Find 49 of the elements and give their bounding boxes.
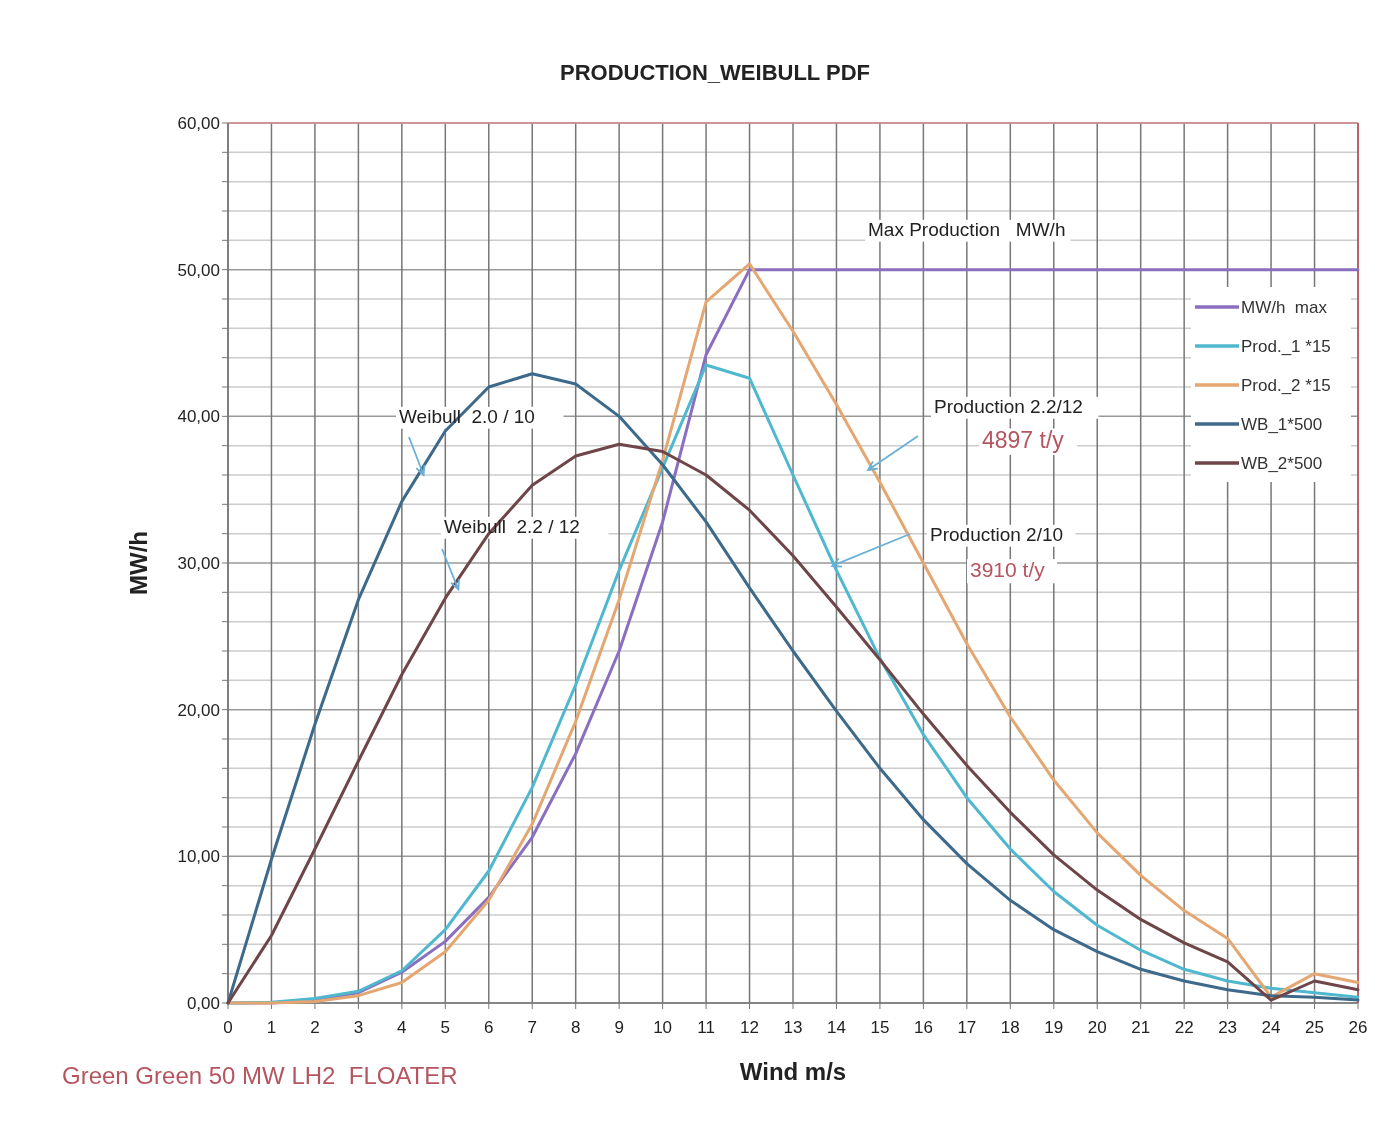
x-tick-label: 26	[1348, 1018, 1368, 1037]
x-tick-label: 20	[1087, 1018, 1107, 1037]
x-tick-label: 9	[614, 1018, 624, 1037]
x-axis-title: Wind m/s	[739, 1058, 847, 1085]
x-tick-label: 13	[783, 1018, 803, 1037]
legend-label: WB_2*500	[1241, 453, 1323, 473]
annotation: 4897 t/y	[982, 427, 1065, 453]
y-axis-title: MW/h	[125, 531, 152, 595]
x-tick-label: 14	[827, 1018, 846, 1037]
x-tick-label: 2	[310, 1018, 320, 1037]
x-tick-label: 5	[440, 1018, 451, 1037]
y-tick-label: 10,00	[177, 847, 220, 867]
x-tick-label: 4	[397, 1018, 407, 1037]
legend-label: WB_1*500	[1241, 414, 1323, 434]
x-tick-label: 0	[223, 1018, 233, 1037]
x-tick-label: 12	[740, 1018, 759, 1037]
annotation: Production 2/10	[930, 524, 1064, 545]
legend-label: Prod._1 *15	[1241, 336, 1331, 356]
x-tick-label: 16	[913, 1018, 933, 1037]
x-tick-label: 24	[1261, 1018, 1281, 1037]
y-tick-label: 50,00	[177, 260, 220, 280]
x-tick-label: 23	[1218, 1018, 1238, 1037]
legend-label: Prod._2 *15	[1241, 375, 1331, 395]
x-tick-label: 10	[653, 1018, 673, 1037]
x-tick-label: 11	[697, 1018, 715, 1037]
x-tick-label: 8	[570, 1018, 581, 1037]
x-tick-label: 25	[1305, 1018, 1324, 1037]
y-tick-label: 20,00	[177, 700, 220, 720]
x-tick-label: 15	[870, 1018, 890, 1037]
x-tick-label: 6	[484, 1018, 494, 1037]
x-tick-label: 7	[527, 1018, 537, 1037]
legend-label: MW/h max	[1241, 297, 1328, 317]
chart-title: PRODUCTION_WEIBULL PDF	[559, 60, 871, 85]
x-tick-label: 17	[957, 1018, 977, 1037]
annotation: Production 2.2/12	[934, 396, 1083, 417]
x-tick-label: 1	[266, 1018, 277, 1037]
annotation: Max Production MW/h	[868, 219, 1066, 240]
y-tick-label: 0,00	[186, 993, 220, 1013]
y-tick-label: 60,00	[177, 113, 220, 133]
x-tick-label: 22	[1174, 1018, 1194, 1037]
text: Green Green 50 MW LH2 FLOATER	[62, 1062, 458, 1089]
annotation: 3910 t/y	[970, 558, 1046, 581]
x-tick-label: 3	[353, 1018, 364, 1037]
annotation: Weibull 2.0 / 10	[399, 406, 535, 427]
y-tick-label: 30,00	[177, 553, 220, 573]
x-tick-label: 19	[1044, 1018, 1064, 1037]
x-tick-label: 18	[1000, 1018, 1020, 1037]
y-tick-label: 40,00	[177, 407, 220, 427]
x-tick-label: 21	[1131, 1018, 1151, 1037]
